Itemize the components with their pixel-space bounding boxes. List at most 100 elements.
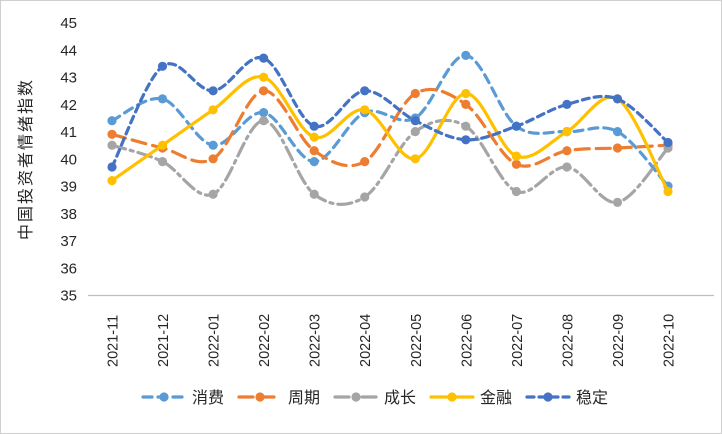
y-tick-label: 45 [60, 15, 77, 32]
series-marker-3-5[interactable] [360, 105, 370, 115]
x-tick-label: 2022-07 [510, 314, 526, 367]
series-marker-3-3[interactable] [259, 72, 269, 82]
legend-item-4[interactable]: 稳定 [525, 389, 608, 407]
y-tick-label: 40 [60, 151, 77, 168]
y-tick-label: 44 [60, 42, 77, 59]
y-axis-title: 中国投资者情绪指数 [17, 78, 35, 240]
x-tick-label: 2022-04 [358, 314, 374, 367]
legend-item-1[interactable]: 周期 [237, 389, 320, 407]
y-tick-label: 37 [60, 233, 77, 250]
x-tick-label: 2021-12 [156, 314, 172, 367]
x-tick-label: 2022-02 [257, 314, 273, 367]
legend-sample-marker [255, 392, 265, 402]
series-marker-4-3[interactable] [259, 53, 269, 63]
series-marker-4-7[interactable] [461, 135, 471, 145]
series-marker-4-5[interactable] [360, 86, 370, 96]
series-marker-0-1[interactable] [157, 94, 168, 104]
x-tick-label: 2022-10 [661, 314, 677, 367]
legend-item-3[interactable]: 金融 [429, 389, 512, 407]
series-marker-3-8[interactable] [511, 151, 521, 161]
series-marker-3-6[interactable] [410, 154, 420, 164]
series-marker-4-8[interactable] [511, 121, 521, 131]
y-tick-label: 42 [60, 97, 77, 114]
series-marker-3-11[interactable] [663, 186, 673, 197]
series-marker-2-5[interactable] [360, 192, 370, 202]
series-marker-2-1[interactable] [157, 157, 168, 167]
series-marker-1-10[interactable] [612, 143, 623, 153]
x-tick-label: 2022-09 [611, 314, 627, 367]
series-marker-1-9[interactable] [562, 146, 572, 156]
series-marker-1-8[interactable] [511, 159, 521, 169]
series-marker-0-4[interactable] [309, 157, 319, 167]
legend-label: 稳定 [576, 389, 608, 407]
series-marker-2-3[interactable] [259, 116, 269, 126]
series-marker-2-9[interactable] [562, 162, 572, 172]
x-tick-label: 2021-11 [106, 315, 122, 367]
legend-sample-marker [447, 392, 457, 402]
series-marker-4-1[interactable] [157, 61, 168, 71]
x-tick-label: 2022-06 [459, 314, 475, 367]
y-tick-label: 43 [60, 70, 77, 87]
series-marker-3-7[interactable] [461, 88, 471, 99]
series-marker-2-4[interactable] [309, 189, 319, 199]
legend-label: 周期 [288, 389, 320, 407]
series-marker-2-8[interactable] [511, 186, 521, 197]
x-tick-label: 2022-03 [308, 314, 324, 367]
series-marker-4-10[interactable] [612, 94, 623, 104]
series-4 [107, 53, 673, 172]
series-marker-2-6[interactable] [410, 127, 420, 137]
series-marker-3-1[interactable] [157, 140, 168, 150]
series-2 [107, 116, 673, 207]
series-marker-1-6[interactable] [410, 88, 420, 99]
series-marker-4-9[interactable] [562, 99, 572, 109]
series-marker-3-2[interactable] [208, 105, 218, 115]
legend-label: 金融 [480, 389, 512, 407]
series-marker-4-11[interactable] [663, 137, 673, 148]
series-marker-4-4[interactable] [309, 121, 319, 131]
series-marker-2-7[interactable] [461, 121, 471, 131]
series-line-4[interactable] [110, 56, 670, 169]
series-marker-1-5[interactable] [360, 157, 370, 167]
series-marker-0-2[interactable] [208, 140, 218, 150]
legend-sample-marker [159, 392, 169, 402]
y-tick-label: 41 [60, 124, 77, 141]
series-0 [107, 50, 673, 191]
y-tick-label: 39 [60, 179, 77, 196]
legend-sample-marker [543, 392, 553, 402]
legend-label: 成长 [384, 389, 416, 407]
series-marker-1-7[interactable] [461, 99, 471, 109]
y-axis: 45 44 43 42 41 40 39 38 37 36 35 [60, 15, 77, 304]
legend-item-0[interactable]: 消费 [141, 389, 224, 407]
series-marker-2-0[interactable] [107, 140, 117, 150]
series-marker-3-4[interactable] [309, 132, 319, 142]
series-marker-0-7[interactable] [461, 50, 471, 61]
series-marker-2-10[interactable] [612, 197, 623, 207]
legend: 消费 周期 成长 金融 稳定 [141, 389, 608, 407]
series-marker-2-2[interactable] [208, 189, 218, 199]
series-marker-1-3[interactable] [259, 86, 269, 96]
series-marker-4-6[interactable] [410, 116, 420, 126]
y-tick-label: 38 [60, 206, 77, 223]
series-marker-3-0[interactable] [107, 176, 117, 186]
series-marker-0-10[interactable] [612, 127, 623, 137]
series-marker-4-2[interactable] [208, 86, 218, 96]
x-tick-label: 2022-01 [207, 314, 223, 367]
x-tick-label: 2022-05 [409, 314, 425, 367]
legend-item-2[interactable]: 成长 [333, 389, 416, 407]
series-marker-1-0[interactable] [107, 129, 117, 139]
series-marker-4-0[interactable] [107, 162, 117, 172]
y-tick-label: 36 [60, 260, 77, 277]
series-marker-0-3[interactable] [259, 108, 269, 118]
series-3 [107, 72, 673, 197]
legend-sample-marker [351, 392, 361, 402]
legend-label: 消费 [192, 389, 224, 407]
series-marker-1-4[interactable] [309, 146, 319, 156]
x-axis: 2021-11 2021-12 2022-01 2022-02 2022-03 2022-… [106, 314, 678, 367]
series-marker-1-2[interactable] [208, 154, 218, 164]
y-tick-label: 35 [60, 288, 77, 305]
series-marker-0-0[interactable] [107, 116, 117, 126]
x-tick-label: 2022-08 [560, 314, 576, 367]
series-marker-3-9[interactable] [562, 127, 572, 137]
